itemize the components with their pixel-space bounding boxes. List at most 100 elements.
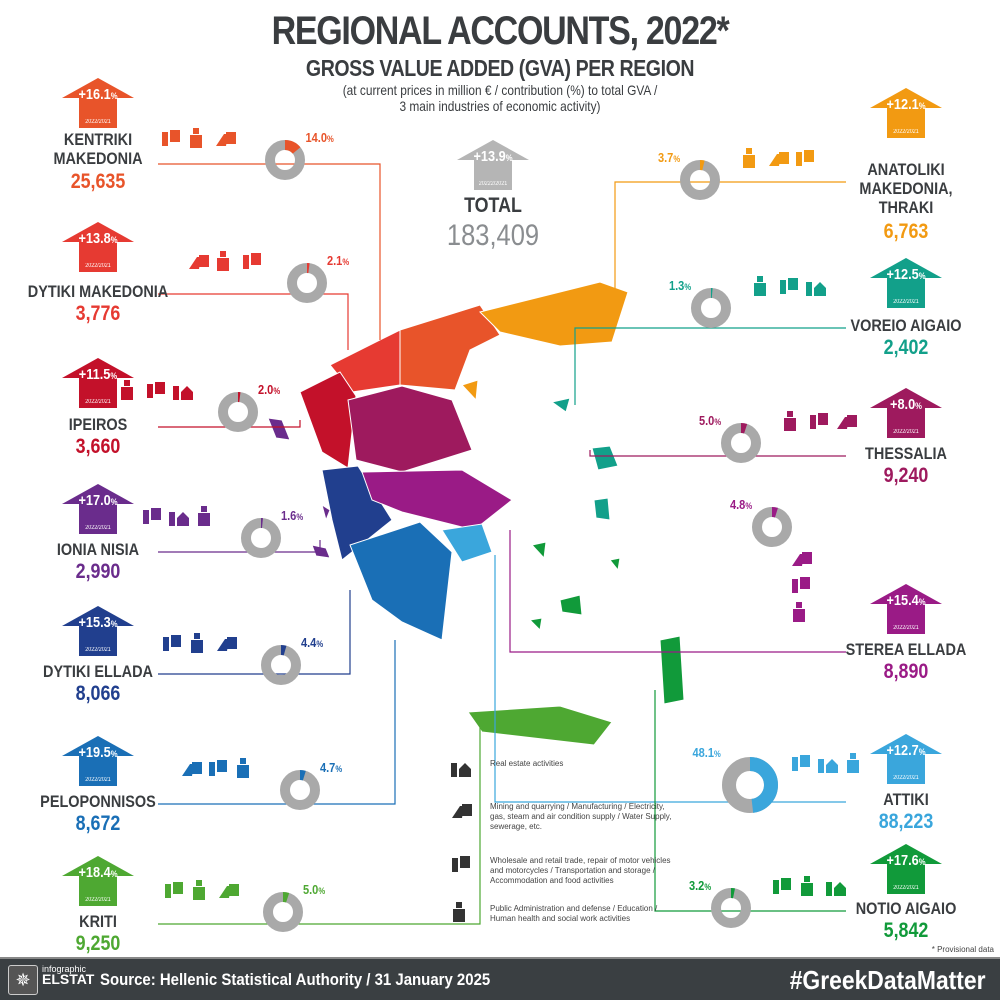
percent-unit: % bbox=[918, 597, 926, 607]
percent-unit: % bbox=[918, 747, 926, 757]
map-region bbox=[267, 417, 291, 441]
share-value: 3.7 bbox=[657, 150, 674, 165]
industry-icons bbox=[187, 251, 265, 275]
public-icon bbox=[190, 128, 202, 148]
donut-share bbox=[711, 888, 751, 928]
region-name: KRITI bbox=[79, 912, 117, 931]
growth-value: +12.1 bbox=[886, 96, 919, 113]
growth-value: +12.7 bbox=[886, 742, 919, 759]
growth-period: 2022/2021 bbox=[893, 429, 919, 435]
industry-icons bbox=[118, 380, 196, 404]
connector-line bbox=[158, 163, 381, 340]
map-region bbox=[479, 281, 629, 347]
map-region bbox=[528, 617, 543, 632]
region-gva: 9,250 bbox=[75, 932, 121, 955]
map-region bbox=[399, 304, 501, 391]
realestate-icon bbox=[173, 386, 193, 400]
industry-icons bbox=[740, 148, 818, 172]
donut-share bbox=[261, 645, 301, 685]
mining-icon bbox=[182, 762, 202, 776]
logo-big: ELSTAT bbox=[42, 971, 95, 987]
connector-line bbox=[158, 590, 351, 675]
growth-arrow: +16.1% 2022/2021 bbox=[62, 78, 134, 128]
map-and-donuts bbox=[158, 140, 846, 932]
growth-value: +17.6 bbox=[886, 852, 919, 869]
trade-icon bbox=[452, 856, 470, 872]
growth-period: 2022/2021 bbox=[85, 777, 111, 783]
growth-period: 2022/2021 bbox=[893, 129, 919, 135]
mining-icon bbox=[217, 637, 237, 651]
percent-unit: % bbox=[110, 869, 118, 879]
share-label: 4.7% bbox=[319, 760, 343, 775]
map-region bbox=[349, 521, 453, 641]
share-value: 5.0 bbox=[698, 413, 715, 428]
public-icon bbox=[217, 251, 229, 271]
growth-arrow: +12.1% 2022/2021 bbox=[870, 88, 942, 138]
page-title: REGIONAL ACCOUNTS, 2022* bbox=[271, 9, 730, 53]
mining-icon bbox=[837, 415, 857, 429]
region-gva: 3,776 bbox=[75, 302, 121, 325]
growth-arrow: +12.5% 2022/2021 bbox=[870, 258, 942, 308]
percent-unit: % bbox=[110, 235, 118, 245]
growth-period: 2022/2021 bbox=[893, 775, 919, 781]
mining-icon bbox=[769, 152, 789, 166]
map-region bbox=[467, 705, 613, 746]
map-region bbox=[559, 594, 583, 616]
growth-period: 2022/2021 bbox=[893, 299, 919, 305]
public-icon bbox=[237, 758, 249, 778]
connector-line bbox=[589, 450, 846, 457]
realestate-icon bbox=[818, 759, 838, 773]
industry-icons bbox=[160, 128, 238, 152]
trade-icon bbox=[810, 413, 828, 429]
public-icon bbox=[193, 880, 205, 900]
share-label: 48.1% bbox=[692, 745, 721, 760]
region-name: IONIA NISIA bbox=[56, 540, 140, 559]
growth-arrow: +13.8% 2022/2021 bbox=[62, 222, 134, 272]
industry-icons bbox=[180, 758, 258, 782]
region-gva: 25,635 bbox=[70, 170, 126, 193]
logo-text: infographic ELSTAT bbox=[42, 964, 94, 986]
growth-period: 2022/2021 bbox=[85, 119, 111, 125]
donut-rest bbox=[691, 288, 731, 328]
share-value: 14.0 bbox=[305, 130, 328, 145]
growth-value: +15.3 bbox=[78, 614, 111, 631]
legend-text: Mining and quarrying / Manufacturing / E… bbox=[490, 802, 672, 831]
public-icon bbox=[191, 633, 203, 653]
donut-share bbox=[722, 757, 778, 813]
region-gva: 3,660 bbox=[75, 435, 121, 458]
source-text: Source: Hellenic Statistical Authority /… bbox=[100, 970, 491, 989]
public-icon bbox=[198, 506, 210, 526]
growth-arrow: +15.3% 2022/2021 bbox=[62, 606, 134, 656]
industry-icons bbox=[751, 276, 829, 300]
industry-icons bbox=[163, 880, 241, 904]
donut-share bbox=[265, 140, 305, 180]
connector-line bbox=[158, 540, 321, 553]
mining-icon bbox=[452, 804, 472, 818]
map-region bbox=[659, 635, 685, 705]
map-region bbox=[347, 385, 473, 473]
growth-period: 2022/2021 bbox=[893, 885, 919, 891]
growth-arrow: +17.6% 2022/2021 bbox=[870, 844, 942, 894]
public-icon bbox=[801, 876, 813, 896]
map-region bbox=[593, 497, 611, 521]
map-region bbox=[591, 445, 619, 471]
connector-line bbox=[158, 293, 349, 350]
trade-icon bbox=[773, 878, 791, 894]
connector-line bbox=[574, 327, 846, 405]
percent-unit: % bbox=[110, 497, 118, 507]
region-name: VOREIO AIGAIO bbox=[850, 316, 962, 335]
share-label: 2.0% bbox=[257, 382, 281, 397]
percent-unit: % bbox=[110, 749, 118, 759]
mining-icon bbox=[189, 255, 209, 269]
growth-value: +12.5 bbox=[886, 266, 919, 283]
legend-text: Wholesale and retail trade, repair of mo… bbox=[490, 856, 671, 885]
realestate-icon bbox=[806, 282, 826, 296]
realestate-icon bbox=[826, 882, 846, 896]
total-growth-arrow: +13.9% 20222/2021 bbox=[457, 140, 529, 190]
region-name: DYTIKI MAKEDONIA bbox=[27, 282, 169, 301]
growth-value: +16.1 bbox=[78, 86, 111, 103]
region-name: IPEIROS bbox=[68, 415, 128, 434]
trade-icon bbox=[792, 577, 810, 593]
growth-arrow: +8.0% 2022/2021 bbox=[870, 388, 942, 438]
percent-unit: % bbox=[918, 857, 926, 867]
